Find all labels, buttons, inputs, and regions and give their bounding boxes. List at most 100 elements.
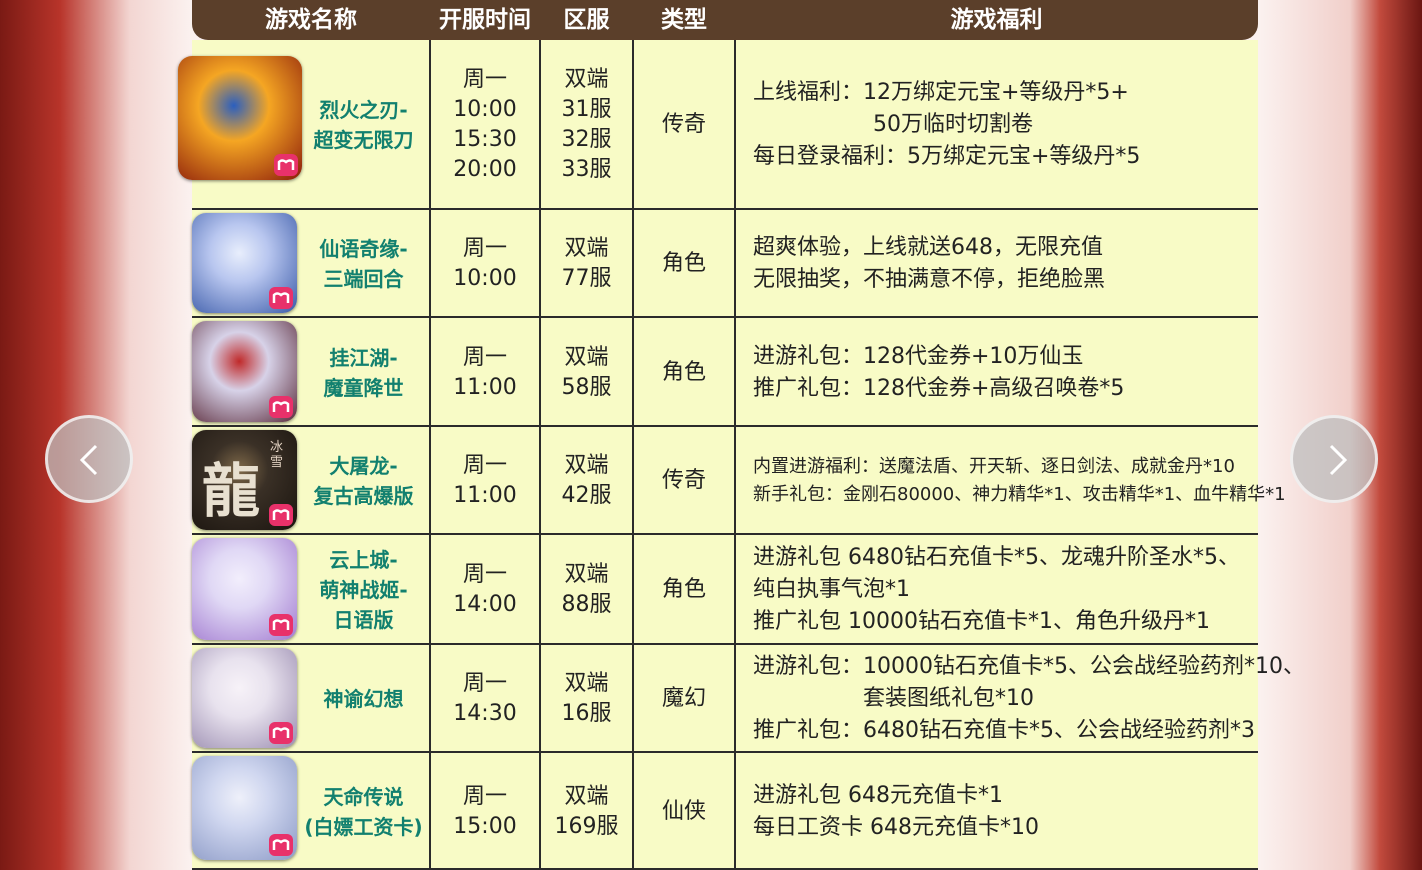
- column-divider: [429, 753, 431, 870]
- server-line: 42服: [561, 483, 612, 508]
- column-divider: [734, 427, 736, 535]
- column-divider: [539, 427, 541, 535]
- time-line: 15:00: [453, 813, 517, 839]
- server-line: 双端: [564, 236, 609, 261]
- column-divider: [632, 535, 634, 645]
- column-divider: [429, 427, 431, 535]
- game-name: 天命传说 (白嫖工资卡): [297, 753, 430, 870]
- game-icon: [192, 648, 297, 748]
- name-line: 神谕幻想: [323, 687, 404, 711]
- name-line: 烈火之刃-: [319, 98, 408, 122]
- benefits: 进游礼包：128代金券+10万仙玉 推广礼包：128代金券+高级召唤卷*5: [735, 318, 1258, 427]
- game-icon: [178, 56, 302, 180]
- benefits: 内置进游福利：送魔法盾、开天斩、逐日剑法、成就金丹*10 新手礼包：金刚石8000…: [735, 427, 1286, 535]
- benefit-line: 超爽体验，上线就送648，无限充值: [753, 235, 1103, 260]
- name-line: 日语版: [333, 608, 394, 632]
- game-type: 角色: [661, 577, 706, 602]
- server-line: 双端: [564, 453, 609, 478]
- server-line: 16服: [561, 701, 612, 726]
- prev-button[interactable]: [45, 415, 133, 503]
- server: 双端 58服: [540, 318, 633, 427]
- server-line: 77服: [561, 266, 612, 291]
- game-icon: [192, 321, 297, 422]
- next-button[interactable]: [1290, 415, 1378, 503]
- open-time: 周一 11:00: [430, 427, 540, 535]
- benefit-line: 推广礼包 10000钻石充值卡*1、角色升级丹*1: [753, 609, 1210, 634]
- column-divider: [734, 210, 736, 318]
- table-row: 龍冰雪 大屠龙- 复古高爆版 周一 11:00 双端 42服 传奇 内置进游福利：送魔法盾、开天…: [192, 427, 1286, 535]
- open-time: 周一 14:00: [430, 535, 540, 645]
- column-divider: [734, 535, 736, 645]
- server-line: 双端: [564, 671, 609, 696]
- platform-badge: [269, 504, 293, 526]
- name-line: 魔童降世: [323, 375, 404, 400]
- column-divider: [539, 40, 541, 210]
- game-icon: [192, 538, 297, 640]
- game-name: 仙语奇缘- 三端回合: [297, 210, 430, 318]
- game-type: 传奇: [661, 468, 706, 493]
- server: 双端 169服: [540, 753, 633, 870]
- platform-badge: [269, 722, 293, 744]
- time-line: 10:00: [453, 97, 517, 122]
- benefits: 上线福利：12万绑定元宝+等级丹*5+ 50万临时切割卷每日登录福利：5万绑定元宝…: [735, 40, 1258, 210]
- time-line: 周一: [462, 67, 507, 92]
- column-divider: [632, 318, 634, 427]
- name-line: 仙语奇缘-: [319, 237, 408, 261]
- open-time: 周一 10:00: [430, 210, 540, 318]
- column-divider: [632, 427, 634, 535]
- server-line: 双端: [564, 344, 609, 370]
- column-divider: [539, 753, 541, 870]
- time-line: 14:30: [453, 701, 517, 726]
- column-divider: [539, 535, 541, 645]
- name-line: 大屠龙-: [329, 454, 398, 478]
- server-line: 31服: [561, 97, 612, 122]
- benefit-line: 上线福利：12万绑定元宝+等级丹*5+: [753, 80, 1129, 105]
- column-divider: [539, 210, 541, 318]
- benefit-line: 推广礼包：128代金券+高级召唤卷*5: [753, 375, 1125, 401]
- server-line: 88服: [561, 592, 612, 617]
- benefit-line: 每日登录福利：5万绑定元宝+等级丹*5: [753, 144, 1141, 169]
- benefit-line: 每日工资卡 648元充值卡*10: [753, 814, 1039, 840]
- column-divider: [429, 210, 431, 318]
- name-line: 复古高爆版: [313, 484, 414, 508]
- game-name: 神谕幻想: [297, 645, 430, 753]
- platform-badge: [269, 614, 293, 636]
- platform-badge: [274, 154, 298, 176]
- time-line: 11:00: [453, 483, 517, 508]
- name-line: 天命传说: [323, 784, 404, 809]
- time-line: 11:00: [453, 374, 517, 400]
- platform-badge: [269, 287, 293, 309]
- server: 双端 77服: [540, 210, 633, 318]
- platform-badge: [269, 834, 293, 856]
- game-type: 角色: [661, 251, 706, 276]
- benefit-line: 套装图纸礼包*10: [863, 686, 1034, 711]
- open-time: 周一 15:00: [430, 753, 540, 870]
- server: 双端 31服 32服 33服: [540, 40, 633, 210]
- server: 双端 88服: [540, 535, 633, 645]
- column-divider: [539, 645, 541, 753]
- column-divider: [734, 318, 736, 427]
- server-line: 169服: [554, 813, 619, 839]
- time-line: 周一: [462, 453, 507, 478]
- open-time: 周一 11:00: [430, 318, 540, 427]
- benefits: 超爽体验，上线就送648，无限充值 无限抽奖，不抽满意不停，拒绝脸黑: [735, 210, 1258, 318]
- table-row: 仙语奇缘- 三端回合 周一 10:00 双端 77服 角色 超爽体验，上线就送648，无限充值…: [192, 210, 1258, 318]
- server-line: 58服: [561, 374, 612, 400]
- time-line: 周一: [462, 783, 507, 809]
- header-cell: 开服时间: [439, 7, 531, 33]
- benefit-line: 50万临时切割卷: [873, 112, 1033, 137]
- server: 双端 16服: [540, 645, 633, 753]
- benefit-line: 无限抽奖，不抽满意不停，拒绝脸黑: [753, 267, 1106, 292]
- benefit-line: 进游礼包：10000钻石充值卡*5、公会战经验药剂*10、: [753, 654, 1305, 679]
- time-line: 周一: [462, 562, 507, 587]
- time-line: 14:00: [453, 592, 517, 617]
- table-row: 神谕幻想 周一 14:30 双端 16服 魔幻 进游礼包：10000钻石充值卡*5、公会战经…: [192, 645, 1305, 753]
- game-type: 角色: [661, 359, 706, 385]
- time-line: 周一: [462, 236, 507, 261]
- column-divider: [632, 753, 634, 870]
- game-icon: [192, 213, 297, 313]
- game-name: 大屠龙- 复古高爆版: [297, 427, 430, 535]
- column-divider: [429, 40, 431, 210]
- name-line: 萌神战姬-: [319, 578, 408, 602]
- column-divider: [429, 645, 431, 753]
